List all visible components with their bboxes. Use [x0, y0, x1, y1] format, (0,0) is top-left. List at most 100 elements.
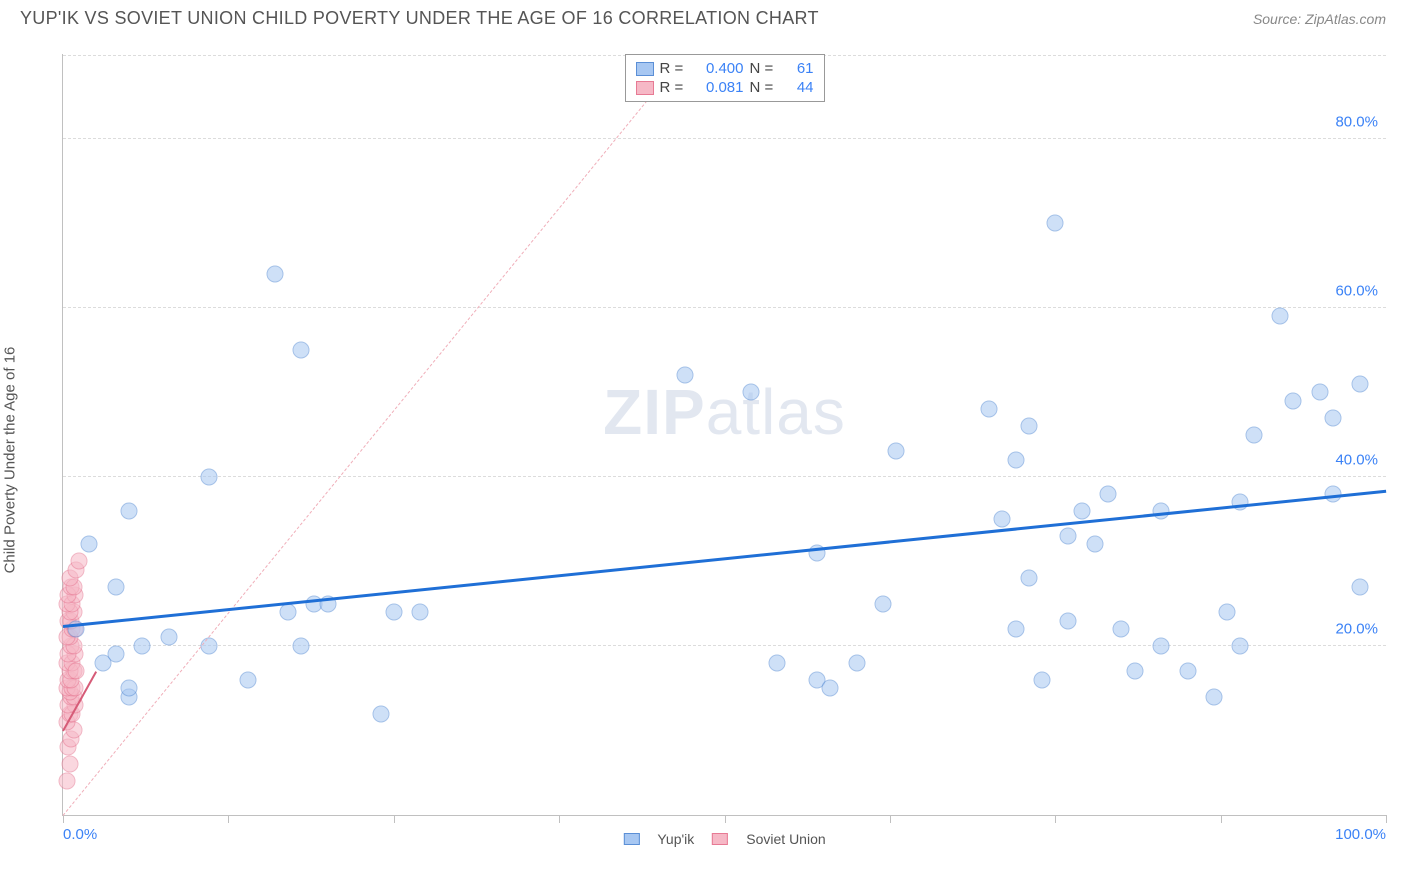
data-point: [412, 604, 429, 621]
y-tick-label: 40.0%: [1335, 451, 1378, 468]
data-point: [107, 646, 124, 663]
gridline: [63, 645, 1386, 646]
x-tick: [228, 815, 229, 823]
legend-label-soviet: Soviet Union: [746, 831, 825, 847]
data-point: [293, 341, 310, 358]
data-point: [1047, 215, 1064, 232]
data-point: [1245, 426, 1262, 443]
data-point: [1007, 451, 1024, 468]
data-point: [134, 637, 151, 654]
data-point: [1206, 688, 1223, 705]
data-point: [981, 401, 998, 418]
legend-row: R = 0.400 N = 61: [636, 59, 814, 78]
data-point: [1153, 637, 1170, 654]
x-tick: [559, 815, 560, 823]
data-point: [994, 511, 1011, 528]
data-point: [1060, 612, 1077, 629]
data-point: [822, 680, 839, 697]
data-point: [1153, 502, 1170, 519]
y-tick-label: 80.0%: [1335, 113, 1378, 130]
legend-label-yupik: Yup'ik: [657, 831, 694, 847]
data-point: [61, 756, 78, 773]
y-axis-label: Child Poverty Under the Age of 16: [2, 347, 19, 574]
data-point: [848, 654, 865, 671]
data-point: [1285, 392, 1302, 409]
legend-swatch-soviet: [636, 81, 654, 95]
data-point: [121, 502, 138, 519]
data-point: [1219, 604, 1236, 621]
correlation-legend: R = 0.400 N = 61 R = 0.081 N = 44: [625, 54, 825, 102]
y-tick-label: 60.0%: [1335, 282, 1378, 299]
x-tick-label: 0.0%: [63, 826, 97, 843]
data-point: [742, 384, 759, 401]
data-point: [1020, 418, 1037, 435]
data-point: [1351, 578, 1368, 595]
data-point: [68, 663, 85, 680]
n-label: N =: [750, 60, 780, 77]
r-value: 0.400: [696, 60, 744, 77]
data-point: [1020, 570, 1037, 587]
chart-container: Child Poverty Under the Age of 16 ZIPatl…: [16, 44, 1390, 876]
data-point: [70, 553, 87, 570]
x-tick: [1221, 815, 1222, 823]
data-point: [200, 637, 217, 654]
data-point: [676, 367, 693, 384]
n-value: 44: [786, 79, 814, 96]
r-label: R =: [660, 79, 690, 96]
data-point: [888, 443, 905, 460]
data-point: [385, 604, 402, 621]
data-point: [1007, 620, 1024, 637]
x-tick: [394, 815, 395, 823]
series-legend: Yup'ik Soviet Union: [623, 831, 825, 847]
data-point: [1311, 384, 1328, 401]
data-point: [769, 654, 786, 671]
data-point: [279, 604, 296, 621]
legend-swatch-yupik: [636, 62, 654, 76]
x-tick: [725, 815, 726, 823]
data-point: [1179, 663, 1196, 680]
data-point: [1073, 502, 1090, 519]
x-tick: [63, 815, 64, 823]
n-label: N =: [750, 79, 780, 96]
r-value: 0.081: [696, 79, 744, 96]
data-point: [1100, 485, 1117, 502]
data-point: [200, 468, 217, 485]
legend-swatch-soviet: [712, 833, 728, 845]
chart-header: YUP'IK VS SOVIET UNION CHILD POVERTY UND…: [0, 0, 1406, 33]
gridline: [63, 138, 1386, 139]
legend-row: R = 0.081 N = 44: [636, 78, 814, 97]
data-point: [1113, 620, 1130, 637]
data-point: [293, 637, 310, 654]
gridline: [63, 476, 1386, 477]
trendline: [63, 489, 1386, 627]
data-point: [107, 578, 124, 595]
x-tick: [1386, 815, 1387, 823]
chart-source: Source: ZipAtlas.com: [1253, 11, 1386, 27]
r-label: R =: [660, 60, 690, 77]
n-value: 61: [786, 60, 814, 77]
data-point: [240, 671, 257, 688]
gridline: [63, 307, 1386, 308]
data-point: [160, 629, 177, 646]
data-point: [1086, 536, 1103, 553]
data-point: [372, 705, 389, 722]
data-point: [1272, 308, 1289, 325]
data-point: [81, 536, 98, 553]
y-tick-label: 20.0%: [1335, 620, 1378, 637]
data-point: [1034, 671, 1051, 688]
data-point: [1060, 527, 1077, 544]
watermark-light: atlas: [706, 376, 846, 448]
data-point: [121, 680, 138, 697]
data-point: [1232, 637, 1249, 654]
data-point: [1325, 409, 1342, 426]
data-point: [1351, 375, 1368, 392]
chart-title: YUP'IK VS SOVIET UNION CHILD POVERTY UND…: [20, 8, 819, 29]
data-point: [875, 595, 892, 612]
x-tick: [1055, 815, 1056, 823]
data-point: [58, 773, 75, 790]
x-tick: [890, 815, 891, 823]
plot-area: ZIPatlas R = 0.400 N = 61 R = 0.081 N = …: [62, 54, 1386, 816]
x-tick-label: 100.0%: [1335, 826, 1386, 843]
trendline: [63, 54, 686, 816]
data-point: [266, 265, 283, 282]
